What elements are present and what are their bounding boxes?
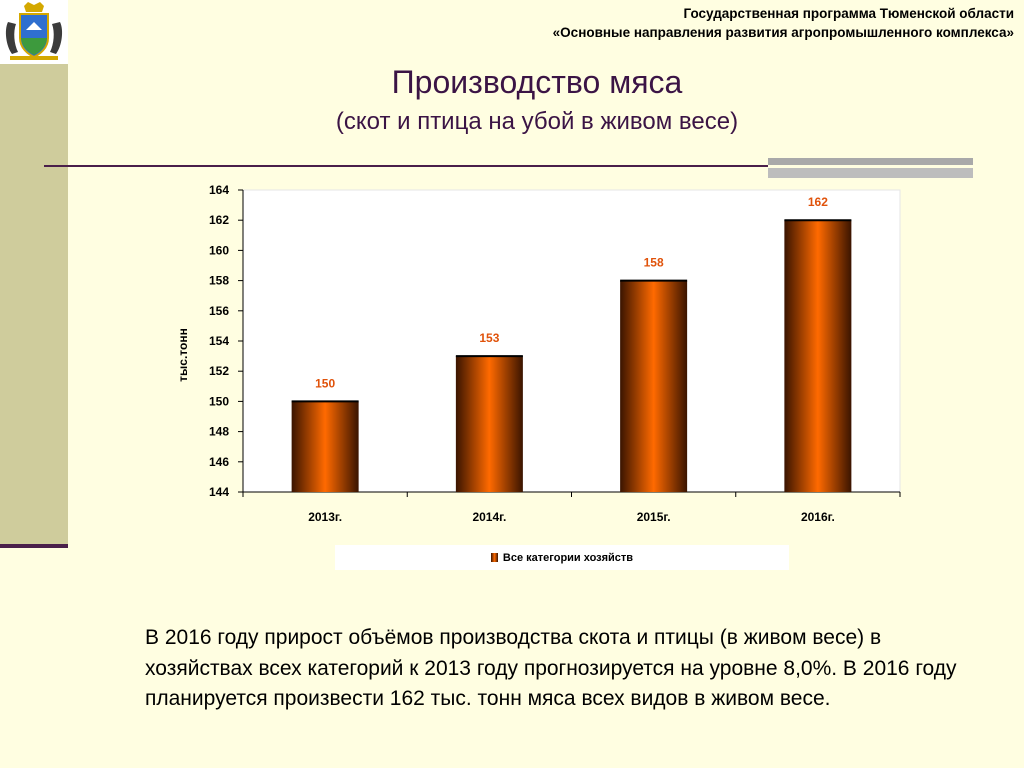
y-tick-label: 162 <box>209 213 229 227</box>
x-tick-label: 2013г. <box>308 510 342 524</box>
coat-of-arms-icon <box>0 0 68 64</box>
y-tick-label: 152 <box>209 364 229 378</box>
x-tick-label: 2016г. <box>801 510 835 524</box>
program-title-line2: «Основные направления развития агропромы… <box>552 25 1014 40</box>
data-label: 153 <box>479 331 499 345</box>
x-tick-label: 2014г. <box>472 510 506 524</box>
left-strip-underline <box>0 544 68 548</box>
slide-title: Производство мяса <box>391 64 683 100</box>
program-title-line1: Государственная программа Тюменской обла… <box>683 6 1014 21</box>
legend-swatch <box>490 553 498 562</box>
summary-text: В 2016 году прирост объёмов производства… <box>145 626 957 710</box>
bar-chart: 144 146 148 150 152 154 156 158 160 162 164 150 2013… <box>176 183 901 524</box>
data-label: 162 <box>808 195 828 209</box>
y-axis-title: тыс.тонн <box>176 328 190 382</box>
data-label: 158 <box>644 256 664 270</box>
y-tick-label: 164 <box>209 183 229 197</box>
x-tick-label: 2015г. <box>637 510 671 524</box>
y-tick-label: 156 <box>209 304 229 318</box>
divider-gray-accent <box>768 158 973 178</box>
chart-legend: Все категории хозяйств <box>335 545 789 570</box>
left-decorative-strip <box>0 0 68 548</box>
y-tick-label: 144 <box>209 485 229 499</box>
slide-subtitle: (скот и птица на убой в живом весе) <box>335 108 739 135</box>
y-tick-label: 154 <box>209 334 229 348</box>
y-tick-label: 148 <box>209 425 229 439</box>
bar-2015г. <box>620 280 688 492</box>
legend-label: Все категории хозяйств <box>502 551 634 564</box>
bar-2014г. <box>455 356 523 492</box>
bar-2013г. <box>291 401 359 492</box>
title-divider <box>44 165 772 167</box>
y-tick-label: 160 <box>209 243 229 257</box>
y-tick-label: 150 <box>209 394 229 408</box>
bar-2016г. <box>784 220 852 492</box>
data-label: 150 <box>315 376 335 390</box>
y-tick-label: 158 <box>209 274 229 288</box>
y-tick-label: 146 <box>209 455 229 469</box>
